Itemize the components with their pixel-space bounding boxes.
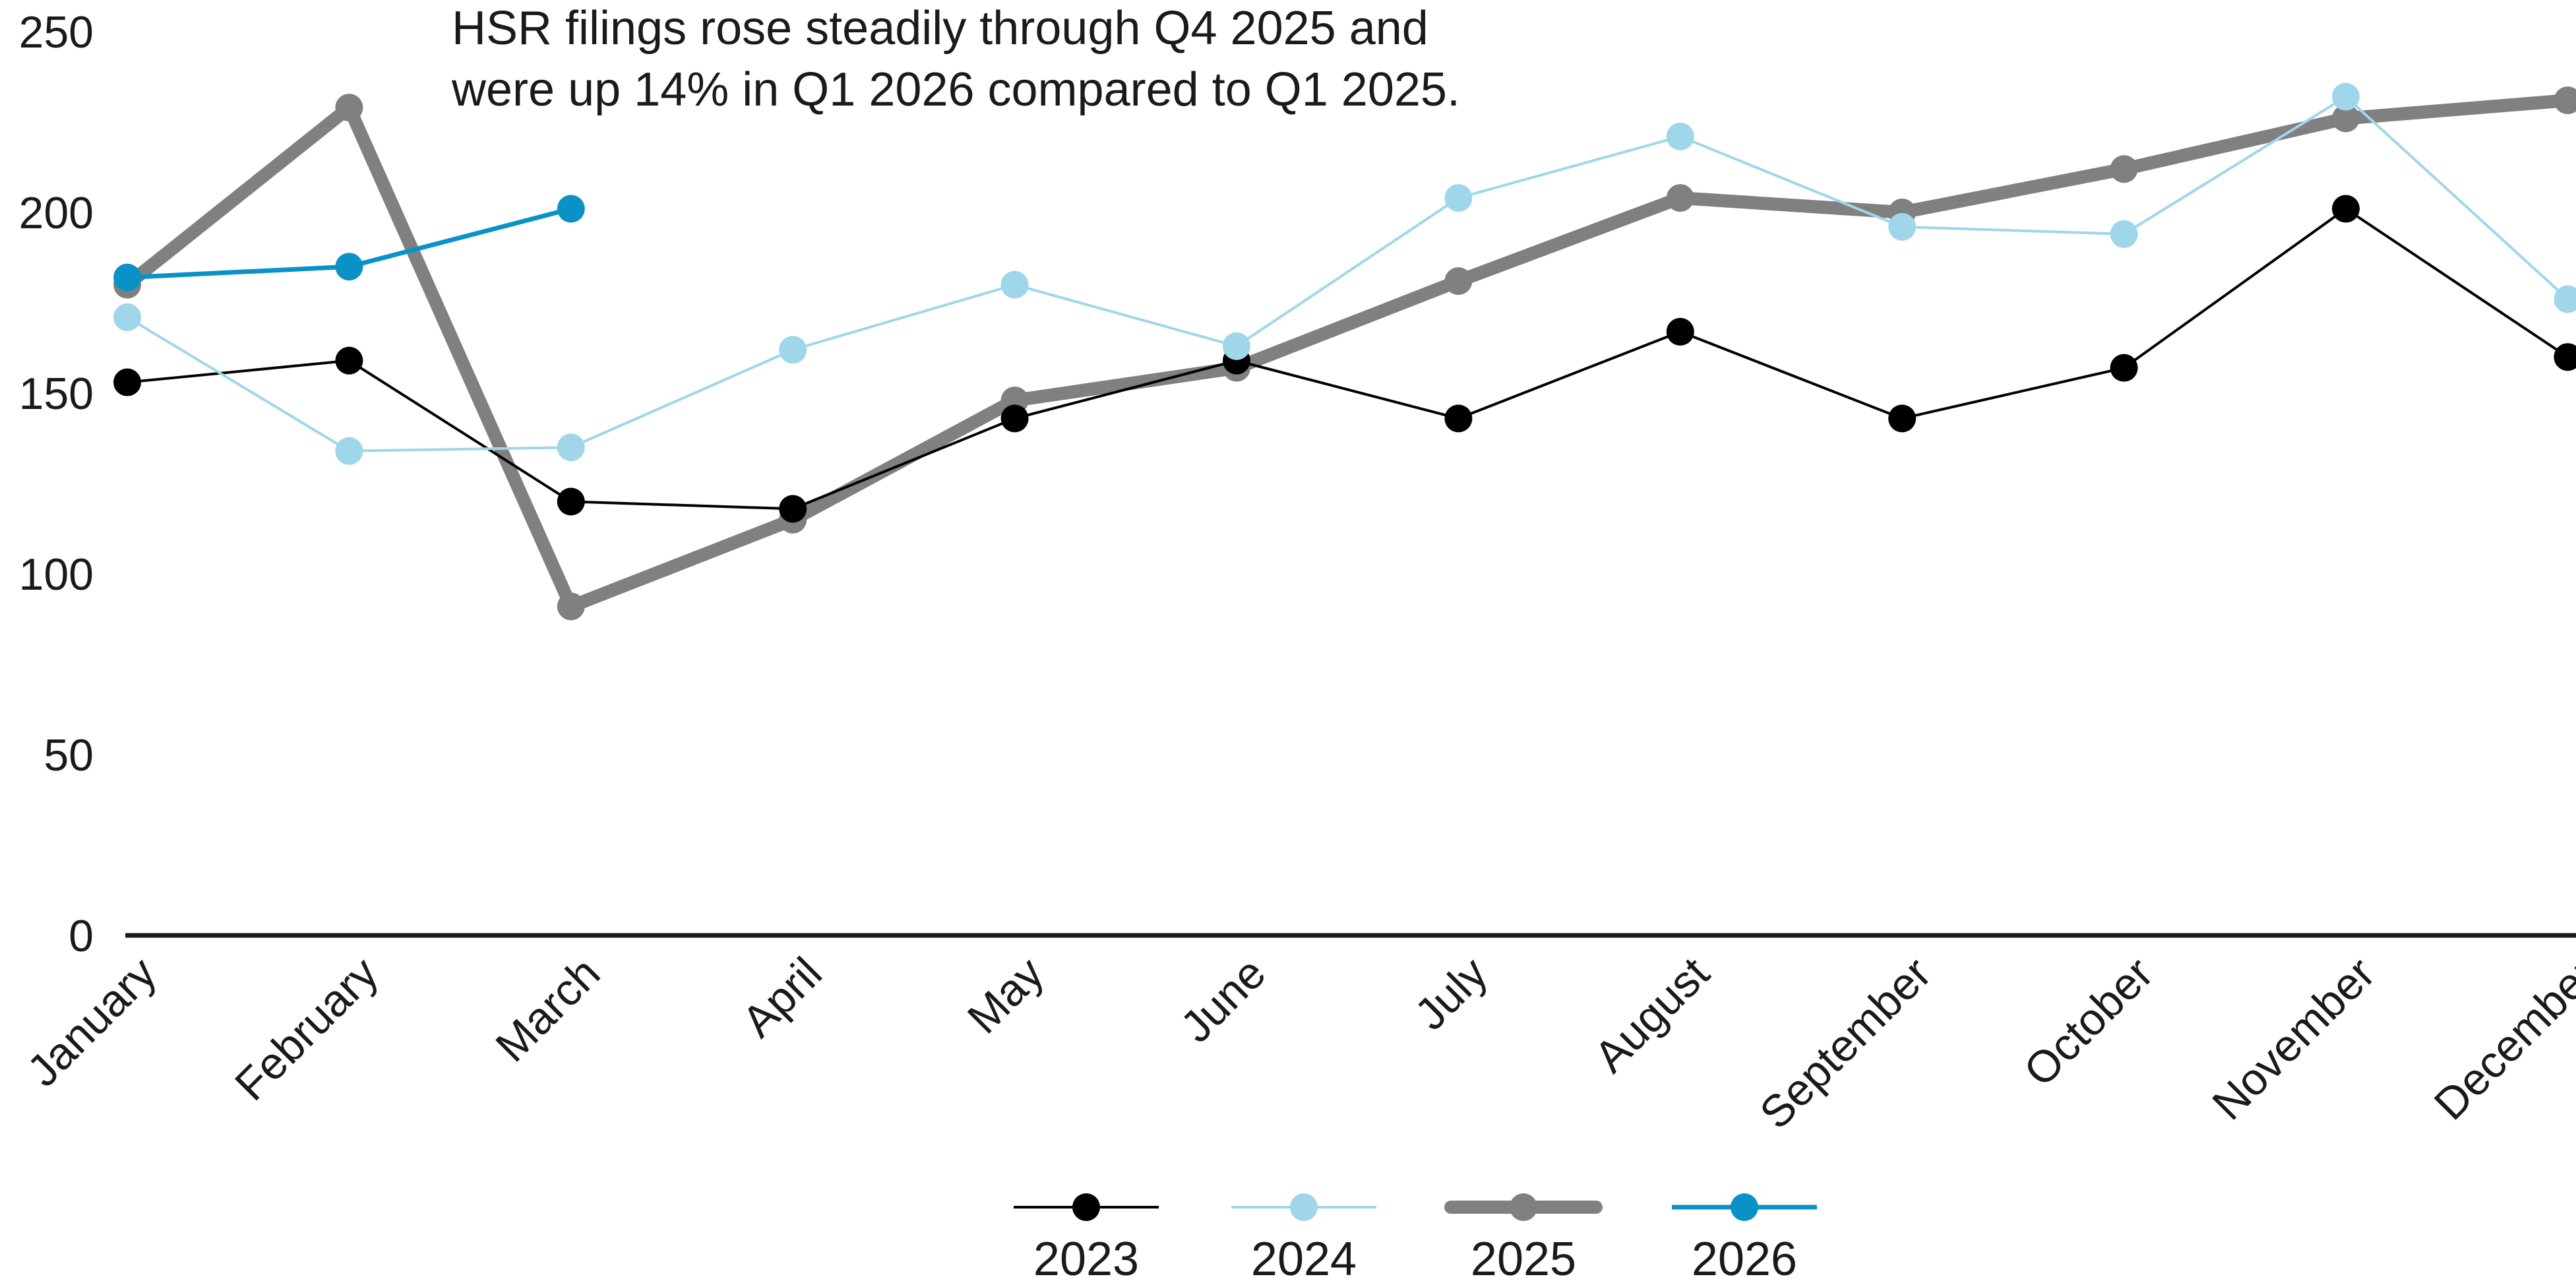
annotation-line: were up 14% in Q1 2026 compared to Q1 20… xyxy=(451,63,1460,116)
data-point xyxy=(2110,220,2138,248)
legend-label: 2024 xyxy=(1251,1233,1357,1284)
data-point xyxy=(1444,404,1473,433)
data-point xyxy=(2332,82,2360,111)
legend-item: 2024 xyxy=(1231,1193,1376,1286)
x-tick-label: June xyxy=(1171,948,1275,1052)
data-point xyxy=(2332,104,2360,133)
series-layer xyxy=(113,82,2576,621)
data-point xyxy=(1666,317,1694,346)
y-tick-label: 250 xyxy=(19,7,94,57)
data-point xyxy=(1666,184,1694,212)
legend-swatch-marker xyxy=(1731,1193,1758,1221)
data-point xyxy=(557,592,585,621)
data-point xyxy=(1000,404,1029,433)
annotation-line: HSR filings rose steadily through Q4 202… xyxy=(452,2,1428,55)
x-tick-label: November xyxy=(2203,948,2385,1130)
data-point xyxy=(113,263,141,292)
legend-swatch-marker xyxy=(1510,1193,1537,1221)
series-line xyxy=(121,94,2575,613)
y-tick-label: 0 xyxy=(69,911,94,961)
data-point xyxy=(1000,270,1029,299)
data-point xyxy=(1444,184,1473,212)
data-point xyxy=(557,433,585,462)
data-point xyxy=(2110,354,2138,382)
x-tick-label: December xyxy=(2424,948,2576,1130)
data-point xyxy=(335,346,363,375)
y-tick-label: 200 xyxy=(19,188,94,238)
legend-label: 2025 xyxy=(1471,1233,1576,1284)
data-point xyxy=(2332,195,2360,223)
legend-label: 2023 xyxy=(1033,1233,1139,1284)
series-line xyxy=(126,207,2569,511)
series-2025 xyxy=(113,86,2576,621)
data-point xyxy=(557,195,585,223)
data-point xyxy=(1888,404,1917,433)
legend-item: 2026 xyxy=(1672,1193,1817,1286)
series-2024 xyxy=(113,82,2576,465)
y-axis-ticks: 0 50 100 150 200 250 xyxy=(19,7,94,961)
data-point xyxy=(779,336,807,364)
legend-item: 2025 xyxy=(1444,1193,1603,1286)
x-tick-label: July xyxy=(1405,948,1497,1040)
data-point xyxy=(2110,155,2138,183)
data-point xyxy=(557,487,585,516)
legend-label: 2026 xyxy=(1692,1233,1797,1284)
y-tick-label: 100 xyxy=(19,549,94,600)
x-tick-label: March xyxy=(486,948,609,1071)
x-tick-label: January xyxy=(18,948,166,1096)
data-point xyxy=(113,368,141,396)
data-point xyxy=(113,303,141,331)
x-tick-label: February xyxy=(226,948,388,1110)
data-point xyxy=(2554,86,2576,115)
legend-item: 2023 xyxy=(1014,1193,1159,1286)
x-tick-label: April xyxy=(733,948,832,1047)
legend: 2023 2024 2025 2026 xyxy=(1014,1193,1817,1286)
x-tick-label: October xyxy=(2014,948,2162,1096)
data-point xyxy=(335,437,363,465)
x-axis-ticks: January February March April May June July Augu… xyxy=(18,948,2576,1139)
legend-swatch-marker xyxy=(1072,1193,1100,1221)
series-2023 xyxy=(113,195,2576,523)
series-line xyxy=(126,95,2569,453)
data-point xyxy=(1223,332,1250,360)
legend-swatch-marker xyxy=(1290,1193,1318,1221)
x-tick-label: May xyxy=(958,948,1054,1044)
chart-annotation: HSR filings rose steadily through Q4 202… xyxy=(451,2,1460,116)
data-point xyxy=(1666,122,1694,150)
x-tick-label: August xyxy=(1585,948,1719,1083)
data-point xyxy=(335,253,363,281)
data-point xyxy=(2554,343,2576,371)
y-tick-label: 50 xyxy=(44,730,94,780)
data-point xyxy=(1888,212,1917,241)
series-2026 xyxy=(113,195,585,292)
x-tick-label: September xyxy=(1750,948,1941,1139)
data-point xyxy=(2554,285,2576,313)
data-point xyxy=(779,495,807,523)
data-point xyxy=(1444,267,1473,296)
data-point xyxy=(335,94,363,122)
y-tick-label: 150 xyxy=(19,369,94,419)
